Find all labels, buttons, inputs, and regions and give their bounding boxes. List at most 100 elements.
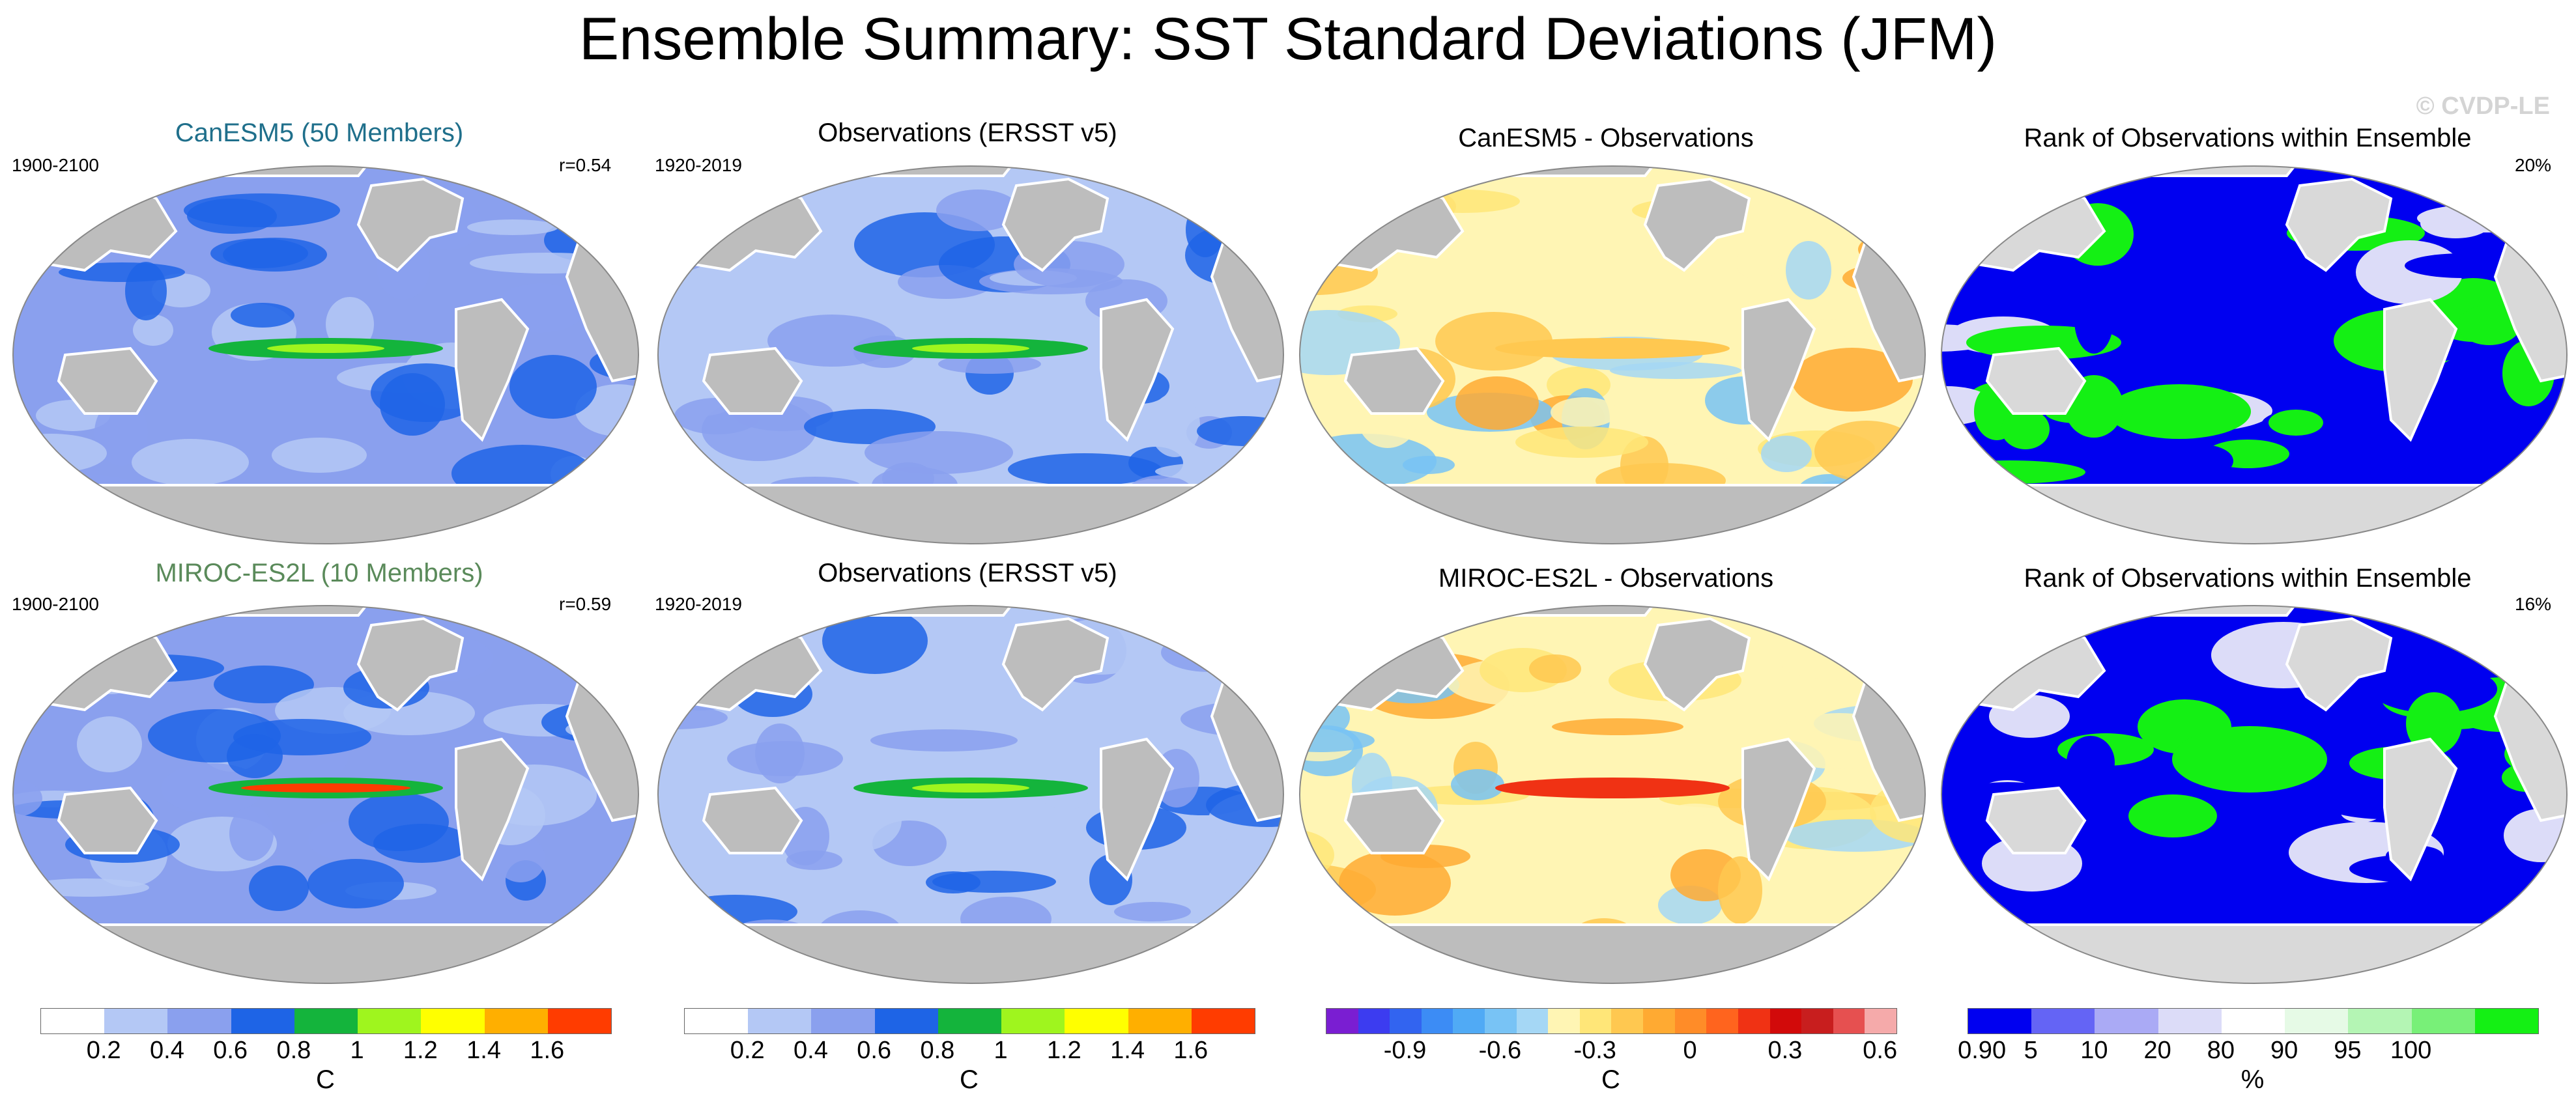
obs-period-row1: 1920-2019 [655,155,742,175]
diff-title-row2: MIROC-ES2L - Observations [1438,564,1774,593]
colorbar-1-swatch [294,1009,358,1033]
colorbar-tick-label: 0.4 [150,1037,184,1064]
rank-pct-row1: 20% [2515,155,2552,175]
colorbar-tick-label: 1 [994,1037,1008,1064]
colorbar-4-swatch [1968,1009,2032,1033]
colorbar-tick-label: 0.6 [857,1037,892,1064]
obs-title-row2: Observations (ERSST v5) [818,559,1117,587]
colorbar-tick-label: 0.8 [276,1037,311,1064]
colorbar-3-swatch [1643,1009,1675,1033]
colorbar-3-ticks: -0.9 -0.6 -0.3 0 0.3 0.6 0.9 [1326,1037,1992,1069]
colorbar-tick-label: 0.2 [730,1037,765,1064]
colorbar-4-swatch [2221,1009,2285,1033]
colorbar-tick-label: 0.3 [1767,1037,1803,1064]
obs-map-row1 [657,165,1284,544]
colorbar-tick-label: -0.9 [1383,1037,1427,1064]
colorbar-tick-label: -0.6 [1478,1037,1522,1064]
colorbar-2-swatch [1065,1009,1128,1033]
colorbar-2-unit: C [960,1065,979,1094]
colorbar-tick-label: 80 [2207,1037,2235,1064]
watermark: © CVDP-LE [2416,92,2550,120]
colorbar-tick-label: 20 [2143,1037,2171,1064]
colorbar-tick-label: 1.2 [1046,1037,1081,1064]
colorbar-tick-label: 0.4 [794,1037,828,1064]
colorbar-4-unit: % [2240,1065,2265,1094]
colorbar-4-swatch [2348,1009,2412,1033]
obs-period-row2: 1920-2019 [655,594,742,614]
colorbar-1-swatch [547,1009,611,1033]
rank-pct-row2: 16% [2515,594,2552,614]
colorbar-2-swatch [1128,1009,1192,1033]
obs-map-row2 [657,605,1284,984]
colorbar-4-swatch [2031,1009,2095,1033]
colorbar-4-swatch [2285,1009,2349,1033]
colorbar-3-swatch [1579,1009,1612,1033]
colorbar-tick-label: 1.6 [530,1037,565,1064]
colorbar-3-swatch [1738,1009,1770,1033]
rank-map-row1 [1941,165,2568,544]
colorbar-4-swatch [2474,1009,2538,1033]
colorbar-1-ticks: 0.2 0.4 0.6 0.8 1 1.2 1.4 1.6 [40,1037,610,1069]
colorbar-3-swatch [1801,1009,1833,1033]
diff-title-row1: CanESM5 - Observations [1458,124,1754,152]
colorbar-3-swatch [1421,1009,1453,1033]
colorbar-3-swatch [1548,1009,1580,1033]
colorbar-3-unit: C [1601,1065,1620,1094]
colorbar-tick-label: 95 [2334,1037,2362,1064]
colorbar-tick-label: 1.2 [403,1037,438,1064]
colorbar-2-swatch [937,1009,1002,1033]
colorbar-3-swatch [1485,1009,1517,1033]
colorbar-4 [1968,1008,2539,1034]
colorbar-3-swatch [1706,1009,1738,1033]
colorbar-1-swatch [41,1009,105,1033]
colorbar-1-swatch [231,1009,294,1033]
colorbar-3-swatch [1516,1009,1549,1033]
colorbar-1-unit: C [316,1065,335,1094]
colorbar-1-swatch [358,1009,422,1033]
colorbar-3-swatch [1611,1009,1644,1033]
figure-title: Ensemble Summary: SST Standard Deviation… [579,6,1997,72]
colorbar-1 [40,1008,612,1034]
colorbar-4-swatch [2095,1009,2158,1033]
colorbar-2-swatch [1191,1009,1255,1033]
diff-map-row1 [1299,165,1926,544]
colorbar-3-swatch [1674,1009,1707,1033]
obs-title-row1: Observations (ERSST v5) [818,119,1117,147]
colorbar-2-swatch [1001,1009,1065,1033]
colorbar-4-swatch [2158,1009,2222,1033]
rank-title-row2: Rank of Observations within Ensemble [2024,564,2472,593]
colorbar-1-swatch [167,1009,231,1033]
model-map-row1 [12,165,639,544]
colorbar-2-swatch [874,1009,938,1033]
colorbar-4-ticks: 0 5 10 20 80 90 95 100 [1968,1037,2538,1069]
colorbar-2-ticks: 0.2 0.4 0.6 0.8 1 1.2 1.4 1.6 [684,1037,1254,1069]
colorbar-tick-label: 0.9 [1958,1037,1992,1064]
model-period-row1: 1900-2100 [12,155,99,175]
colorbar-3-swatch [1390,1009,1422,1033]
diff-map-row2 [1299,605,1926,984]
corr-row1: r=0.54 [559,155,612,175]
colorbar-2-swatch [685,1009,749,1033]
colorbar-tick-label: 90 [2270,1037,2298,1064]
colorbar-3 [1326,1008,1897,1034]
colorbar-3-swatch [1453,1009,1485,1033]
colorbar-2-swatch [811,1009,875,1033]
corr-row2: r=0.59 [559,594,612,614]
rank-map-row2 [1941,605,2568,984]
colorbar-1-swatch [484,1009,548,1033]
colorbar-3-swatch [1865,1009,1896,1033]
colorbar-2-swatch [748,1009,812,1033]
colorbar-tick-label: 0 [1683,1037,1697,1064]
model-title-row1: CanESM5 (50 Members) [175,119,464,147]
colorbar-tick-label: 5 [2024,1037,2038,1064]
colorbar-tick-label: 1 [350,1037,364,1064]
colorbar-1-swatch [421,1009,485,1033]
colorbar-tick-label: 1.4 [1110,1037,1145,1064]
colorbar-tick-label: 0.2 [86,1037,121,1064]
colorbar-tick-label: -0.3 [1573,1037,1616,1064]
colorbar-tick-label: 100 [2390,1037,2432,1064]
colorbar-3-swatch [1833,1009,1865,1033]
colorbar-3-swatch [1326,1009,1358,1033]
colorbar-3-swatch [1358,1009,1390,1033]
colorbar-3-swatch [1769,1009,1802,1033]
